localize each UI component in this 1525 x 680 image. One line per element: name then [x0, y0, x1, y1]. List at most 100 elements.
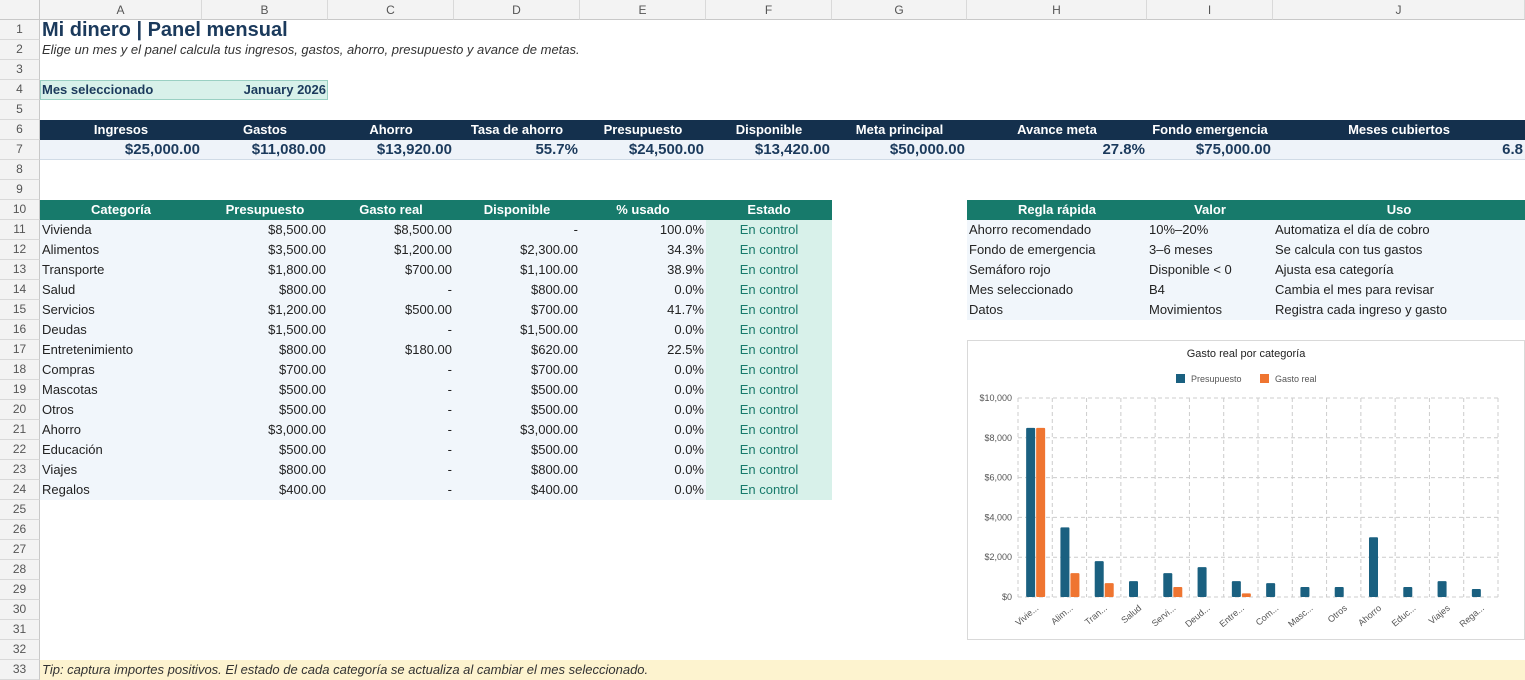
category-name[interactable]: Entretenimiento	[40, 340, 202, 360]
category-name[interactable]: Regalos	[40, 480, 202, 500]
actual-spend[interactable]: $8,500.00	[328, 220, 454, 240]
status-value[interactable]: En control	[706, 380, 832, 400]
rule-value[interactable]: Movimientos	[1147, 300, 1273, 320]
row-header-7[interactable]: 7	[0, 140, 40, 160]
category-name[interactable]: Mascotas	[40, 380, 202, 400]
available-value[interactable]: $2,300.00	[454, 240, 580, 260]
row-header-30[interactable]: 30	[0, 600, 40, 620]
kpi-value[interactable]: $50,000.00	[832, 140, 967, 160]
column-header-g[interactable]: G	[832, 0, 967, 20]
actual-spend[interactable]: -	[328, 440, 454, 460]
rule-use[interactable]: Ajusta esa categoría	[1273, 260, 1525, 280]
status-value[interactable]: En control	[706, 360, 832, 380]
category-table-header[interactable]: % usado	[580, 200, 706, 220]
percent-used[interactable]: 0.0%	[580, 480, 706, 500]
kpi-value[interactable]: $13,920.00	[328, 140, 454, 160]
budget-value[interactable]: $500.00	[202, 380, 328, 400]
row-header-20[interactable]: 20	[0, 400, 40, 420]
row-header-6[interactable]: 6	[0, 120, 40, 140]
kpi-value[interactable]: 55.7%	[454, 140, 580, 160]
category-name[interactable]: Viajes	[40, 460, 202, 480]
month-selector[interactable]	[40, 80, 328, 100]
row-header-5[interactable]: 5	[0, 100, 40, 120]
rule-name[interactable]: Semáforo rojo	[967, 260, 1147, 280]
kpi-value[interactable]: $11,080.00	[202, 140, 328, 160]
row-header-10[interactable]: 10	[0, 200, 40, 220]
kpi-value[interactable]: $25,000.00	[40, 140, 202, 160]
budget-value[interactable]: $500.00	[202, 400, 328, 420]
column-header-i[interactable]: I	[1147, 0, 1273, 20]
column-header-b[interactable]: B	[202, 0, 328, 20]
rule-value[interactable]: Disponible < 0	[1147, 260, 1273, 280]
category-name[interactable]: Vivienda	[40, 220, 202, 240]
row-header-23[interactable]: 23	[0, 460, 40, 480]
percent-used[interactable]: 0.0%	[580, 380, 706, 400]
category-table-header[interactable]: Presupuesto	[202, 200, 328, 220]
rule-use[interactable]: Se calcula con tus gastos	[1273, 240, 1525, 260]
actual-spend[interactable]: -	[328, 380, 454, 400]
percent-used[interactable]: 0.0%	[580, 440, 706, 460]
rule-name[interactable]: Datos	[967, 300, 1147, 320]
row-header-16[interactable]: 16	[0, 320, 40, 340]
row-header-9[interactable]: 9	[0, 180, 40, 200]
category-table-header[interactable]: Estado	[706, 200, 832, 220]
status-value[interactable]: En control	[706, 400, 832, 420]
rule-name[interactable]: Fondo de emergencia	[967, 240, 1147, 260]
rule-value[interactable]: 10%–20%	[1147, 220, 1273, 240]
available-value[interactable]: $1,500.00	[454, 320, 580, 340]
row-header-15[interactable]: 15	[0, 300, 40, 320]
actual-spend[interactable]: $1,200.00	[328, 240, 454, 260]
available-value[interactable]: $3,000.00	[454, 420, 580, 440]
actual-spend[interactable]: -	[328, 420, 454, 440]
column-header-a[interactable]: A	[40, 0, 202, 20]
status-value[interactable]: En control	[706, 280, 832, 300]
available-value[interactable]: $400.00	[454, 480, 580, 500]
actual-spend[interactable]: -	[328, 280, 454, 300]
budget-value[interactable]: $3,000.00	[202, 420, 328, 440]
category-name[interactable]: Servicios	[40, 300, 202, 320]
row-header-18[interactable]: 18	[0, 360, 40, 380]
category-name[interactable]: Compras	[40, 360, 202, 380]
row-header-32[interactable]: 32	[0, 640, 40, 660]
available-value[interactable]: $800.00	[454, 280, 580, 300]
actual-spend[interactable]: -	[328, 460, 454, 480]
row-header-14[interactable]: 14	[0, 280, 40, 300]
column-header-h[interactable]: H	[967, 0, 1147, 20]
category-name[interactable]: Alimentos	[40, 240, 202, 260]
available-value[interactable]: -	[454, 220, 580, 240]
available-value[interactable]: $500.00	[454, 400, 580, 420]
row-header-22[interactable]: 22	[0, 440, 40, 460]
percent-used[interactable]: 0.0%	[580, 400, 706, 420]
column-header-d[interactable]: D	[454, 0, 580, 20]
row-header-31[interactable]: 31	[0, 620, 40, 640]
available-value[interactable]: $800.00	[454, 460, 580, 480]
column-header-c[interactable]: C	[328, 0, 454, 20]
column-header-j[interactable]: J	[1273, 0, 1525, 20]
budget-value[interactable]: $3,500.00	[202, 240, 328, 260]
percent-used[interactable]: 38.9%	[580, 260, 706, 280]
actual-spend[interactable]: -	[328, 480, 454, 500]
row-header-26[interactable]: 26	[0, 520, 40, 540]
budget-value[interactable]: $500.00	[202, 440, 328, 460]
kpi-value[interactable]: $13,420.00	[706, 140, 832, 160]
row-header-24[interactable]: 24	[0, 480, 40, 500]
rule-use[interactable]: Automatiza el día de cobro	[1273, 220, 1525, 240]
percent-used[interactable]: 34.3%	[580, 240, 706, 260]
row-header-12[interactable]: 12	[0, 240, 40, 260]
status-value[interactable]: En control	[706, 420, 832, 440]
percent-used[interactable]: 41.7%	[580, 300, 706, 320]
status-value[interactable]: En control	[706, 480, 832, 500]
category-name[interactable]: Ahorro	[40, 420, 202, 440]
budget-value[interactable]: $800.00	[202, 340, 328, 360]
available-value[interactable]: $700.00	[454, 360, 580, 380]
budget-value[interactable]: $800.00	[202, 460, 328, 480]
row-header-28[interactable]: 28	[0, 560, 40, 580]
category-name[interactable]: Educación	[40, 440, 202, 460]
actual-spend[interactable]: $500.00	[328, 300, 454, 320]
percent-used[interactable]: 22.5%	[580, 340, 706, 360]
percent-used[interactable]: 0.0%	[580, 420, 706, 440]
budget-value[interactable]: $400.00	[202, 480, 328, 500]
column-header-e[interactable]: E	[580, 0, 706, 20]
actual-spend[interactable]: $700.00	[328, 260, 454, 280]
row-header-1[interactable]: 1	[0, 20, 40, 40]
